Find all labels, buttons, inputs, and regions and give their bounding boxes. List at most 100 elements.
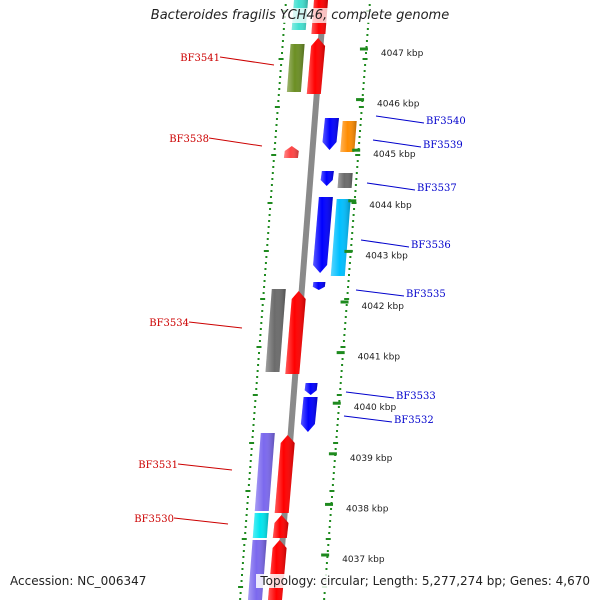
tick-label: 4042 kbp	[362, 302, 405, 312]
minus-track-dot	[246, 496, 249, 498]
gene-label: BF3538	[169, 134, 209, 145]
gene-label-callout	[355, 289, 405, 297]
plus-track-dot	[354, 190, 357, 192]
minus-track-dot	[271, 178, 274, 180]
minus-track-dot	[250, 454, 253, 456]
plus-track-dot	[328, 526, 331, 528]
minus-track-dot	[249, 466, 252, 468]
minus-track-dot	[269, 196, 272, 198]
gene-label: BF3536	[411, 240, 451, 251]
minus-track-dot	[242, 550, 245, 552]
plus-track-dot	[344, 322, 347, 324]
plus-track-dot	[350, 238, 353, 240]
gene-feature-shading	[268, 540, 287, 600]
plus-track-dot	[339, 382, 342, 384]
minus-track-dot	[246, 508, 249, 510]
gene-feature-shading	[304, 383, 318, 395]
minus-track-dot	[260, 316, 263, 318]
plus-track-dot	[358, 106, 364, 108]
minus-track-dot	[263, 250, 269, 252]
minus-track-dot	[263, 286, 266, 288]
gene-label: BF3532	[394, 415, 434, 426]
plus-track-dot	[333, 466, 336, 468]
gene-label: BF3535	[406, 289, 446, 300]
minus-track-dot	[239, 592, 242, 594]
plus-track-dot	[336, 418, 339, 420]
minus-track-dot	[259, 334, 262, 336]
plus-track-dot	[342, 340, 345, 342]
minus-track-dot	[274, 106, 280, 108]
plus-track-dot	[362, 58, 368, 60]
plus-track-dot	[365, 46, 368, 48]
gene-feature-shading	[330, 199, 351, 276]
plus-track-dot	[345, 310, 348, 312]
minus-track-dot	[278, 58, 284, 60]
minus-track-dot	[248, 478, 251, 480]
minus-track-dot	[246, 502, 249, 504]
plus-track-dot	[343, 334, 346, 336]
gene-feature-shading	[300, 397, 318, 432]
minus-track-dot	[240, 574, 243, 576]
gene-feature-shading	[312, 282, 326, 290]
plus-track-dot	[333, 460, 336, 462]
gene-feature-shading	[306, 38, 326, 94]
minus-track-dot	[258, 352, 261, 354]
plus-track-dot	[325, 538, 331, 540]
minus-track-dot	[281, 46, 284, 48]
plus-track-dot	[354, 184, 357, 186]
plus-track-dot	[339, 388, 342, 390]
gene-label-callout	[208, 137, 263, 147]
minus-track-dot	[270, 184, 273, 186]
tick-label: 4045 kbp	[373, 150, 416, 160]
tick-label: 4047 kbp	[381, 49, 424, 59]
minus-track-dot	[270, 190, 273, 192]
plus-track-dot	[333, 442, 339, 444]
plus-track-dot	[355, 178, 358, 180]
plus-track-dot	[347, 274, 350, 276]
gene-label: BF3531	[138, 460, 178, 471]
plus-track-dot	[359, 124, 362, 126]
plus-track-dot	[330, 508, 333, 510]
minus-track-dot	[256, 370, 259, 372]
gene-feature-shading	[322, 118, 339, 150]
plus-track-dot	[346, 292, 349, 294]
minus-track-dot	[272, 160, 275, 162]
plus-track-dot	[363, 76, 366, 78]
plus-track-dot	[331, 484, 334, 486]
gene-label-callout	[345, 391, 395, 399]
minus-track-dot	[274, 136, 277, 138]
plus-track-dot	[358, 136, 361, 138]
plus-track-dot	[356, 166, 359, 168]
tick-label: 4046 kbp	[377, 100, 420, 110]
minus-strand-tick-track	[238, 4, 288, 600]
gene-feature-shading	[283, 146, 299, 158]
plus-track-dot	[347, 280, 350, 282]
plus-track-dot	[361, 94, 364, 96]
minus-track-dot	[271, 154, 277, 156]
plus-track-dot	[347, 286, 350, 288]
minus-track-dot	[282, 28, 285, 30]
plus-track-dot	[325, 568, 328, 570]
gene-label: BF3530	[134, 514, 174, 525]
plus-track-dot	[355, 154, 361, 156]
minus-track-dot	[278, 88, 281, 90]
minus-track-dot	[267, 202, 273, 204]
plus-track-dot	[332, 472, 335, 474]
minus-track-dot	[266, 238, 269, 240]
plus-track-dot	[336, 430, 339, 432]
plus-track-dot	[356, 160, 359, 162]
plus-track-dot	[352, 214, 355, 216]
minus-track-dot	[241, 562, 244, 564]
kbp-ticks: 4047 kbp 4046 kbp 4045 kbp 4044 kbp 4043 kbp…	[321, 47, 424, 565]
plus-track-dot	[360, 112, 363, 114]
genome-title: Bacteroides fragilis YCH46, complete gen…	[0, 8, 600, 23]
gene-feature-shading	[265, 289, 286, 372]
gene-label: BF3540	[426, 116, 466, 127]
gene-label: BF3533	[396, 391, 436, 402]
minus-track-dot	[244, 526, 247, 528]
minus-track-dot	[245, 490, 251, 492]
plus-track-dot	[327, 544, 330, 546]
minus-track-dot	[256, 376, 259, 378]
plus-track-dot	[329, 514, 332, 516]
plus-track-dot	[366, 28, 369, 30]
